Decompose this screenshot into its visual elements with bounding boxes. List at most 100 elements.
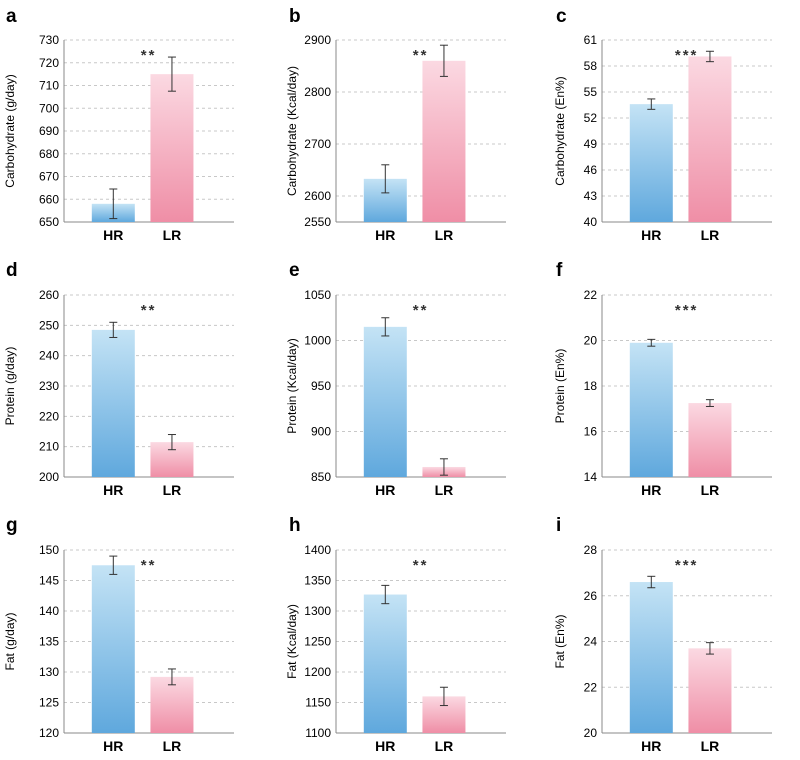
panel-a-ytick-label-4: 690 [39,124,59,138]
panel-i-bar-hr [629,582,673,733]
panel-h-xtick-label-hr: HR [375,738,395,754]
panel-a-ytick-label-1: 660 [39,192,59,206]
panel-a-ytick-label-3: 680 [39,147,59,161]
panel-h-ytick-label-0: 1100 [305,726,331,740]
panel-e-significance: ** [413,302,429,319]
panel-f-ytick-label-2: 18 [584,379,598,393]
panel-c-xtick-label-hr: HR [641,227,661,243]
panel-f-significance: *** [675,302,699,319]
panel-i-bar-lr [688,648,732,733]
panel-e-ytick-label-3: 1000 [304,334,331,348]
panel-h-ytick-label-1: 1150 [305,696,331,710]
panel-c-ytick-label-0: 40 [584,215,598,229]
panel-h-ytick-label-2: 1200 [304,665,331,679]
panel-e-ylabel: Protein (Kcal/day) [285,338,299,433]
panel-a-letter: a [6,6,17,27]
panel-i-significance: *** [675,557,699,574]
panel-c-bar-lr [688,56,732,222]
panel-c-letter: c [556,6,567,27]
panel-d-ytick-label-0: 200 [39,470,59,484]
panel-d-ytick-label-4: 240 [39,349,59,363]
panel-h-xtick-label-lr: LR [435,738,454,754]
panel-i-xtick-label-lr: LR [701,738,720,754]
panel-a-ytick-label-5: 700 [39,101,59,115]
panel-g-ytick-label-0: 120 [39,726,59,740]
panel-b-ytick-label-2: 2700 [304,137,331,151]
panel-g-ytick-label-1: 125 [39,696,59,710]
panel-a-ytick-label-0: 650 [39,215,59,229]
panel-c-bar-hr [629,104,673,222]
panel-c-significance: *** [675,47,699,64]
panel-b-xtick-label-lr: LR [435,227,454,243]
panel-h-ylabel: Fat (Kcal/day) [285,604,299,679]
panel-f-ytick-label-4: 22 [584,288,598,302]
panel-e-xtick-label-lr: LR [435,482,454,498]
panel-d-ytick-label-5: 250 [39,318,59,332]
panel-e-bar-hr [363,326,407,477]
panel-c-ytick-label-1: 43 [584,189,598,203]
panel-a-xtick-label-hr: HR [103,227,123,243]
panel-d-ytick-label-6: 260 [39,288,59,302]
panel-a-ytick-label-6: 710 [39,79,59,93]
panel-f-ytick-label-3: 20 [584,334,598,348]
panel-h-ytick-label-5: 1350 [304,574,331,588]
panel-c-ytick-label-6: 58 [584,59,598,73]
panel-c-ytick-label-7: 61 [584,33,598,47]
panel-e-ytick-label-4: 1050 [304,288,331,302]
panel-i-ylabel: Fat (En%) [553,614,567,668]
panel-g-xtick-label-lr: LR [163,738,182,754]
panel-c-ytick-label-3: 49 [584,137,598,151]
panel-d-bar-hr [91,329,135,477]
panel-i-ytick-label-3: 26 [584,589,598,603]
panel-i-ytick-label-2: 24 [584,635,598,649]
panel-f-letter: f [556,260,563,281]
panel-h-bar-hr [363,594,407,733]
panel-b-ytick-label-0: 2550 [304,215,331,229]
panel-b-xtick-label-hr: HR [375,227,395,243]
panel-d-significance: ** [141,302,157,319]
panel-g-bar-lr [150,676,194,733]
panel-a-ytick-label-8: 730 [39,33,59,47]
panel-a-bar-lr [150,74,194,222]
panel-f-ytick-label-1: 16 [584,425,598,439]
panel-e-letter: e [289,260,300,281]
panel-b-bar-lr [422,60,466,222]
panel-h-ytick-label-4: 1300 [304,604,331,618]
panel-g-ytick-label-2: 130 [39,665,59,679]
panel-h-ytick-label-3: 1250 [304,635,331,649]
panel-g-ytick-label-6: 150 [39,543,59,557]
panel-i-letter: i [556,515,561,536]
panel-i-xtick-label-hr: HR [641,738,661,754]
panel-g-bar-hr [91,565,135,733]
panel-b-ytick-label-1: 2600 [304,189,331,203]
panel-g-ytick-label-5: 145 [39,574,59,588]
panel-a-ylabel: Carbohydrate (g/day) [3,74,17,187]
panel-g-xtick-label-hr: HR [103,738,123,754]
panel-d-ytick-label-2: 220 [39,409,59,423]
panel-b-letter: b [289,6,301,27]
panel-d-xtick-label-hr: HR [103,482,123,498]
panel-g-letter: g [6,515,18,536]
panel-d-ytick-label-1: 210 [39,440,59,454]
panel-g-ylabel: Fat (g/day) [3,612,17,670]
panel-b-ytick-label-4: 2900 [304,33,331,47]
panel-b-ytick-label-3: 2800 [304,85,331,99]
panel-a-ytick-label-7: 720 [39,56,59,70]
panel-i-ytick-label-1: 22 [584,680,598,694]
panel-h-significance: ** [413,557,429,574]
panel-c-ytick-label-5: 55 [584,85,598,99]
panel-c-ytick-label-2: 46 [584,163,598,177]
panel-d-ylabel: Protein (g/day) [3,347,17,426]
panel-f-xtick-label-lr: LR [701,482,720,498]
panel-d-ytick-label-3: 230 [39,379,59,393]
panel-i-ytick-label-4: 28 [584,543,598,557]
panel-f-bar-lr [688,403,732,477]
panel-h-letter: h [289,515,301,536]
panel-h-ytick-label-6: 1400 [304,543,331,557]
panel-e-ytick-label-1: 900 [311,425,331,439]
panel-i-ytick-label-0: 20 [584,726,598,740]
panel-a-ytick-label-2: 670 [39,170,59,184]
panel-f-bar-hr [629,342,673,477]
